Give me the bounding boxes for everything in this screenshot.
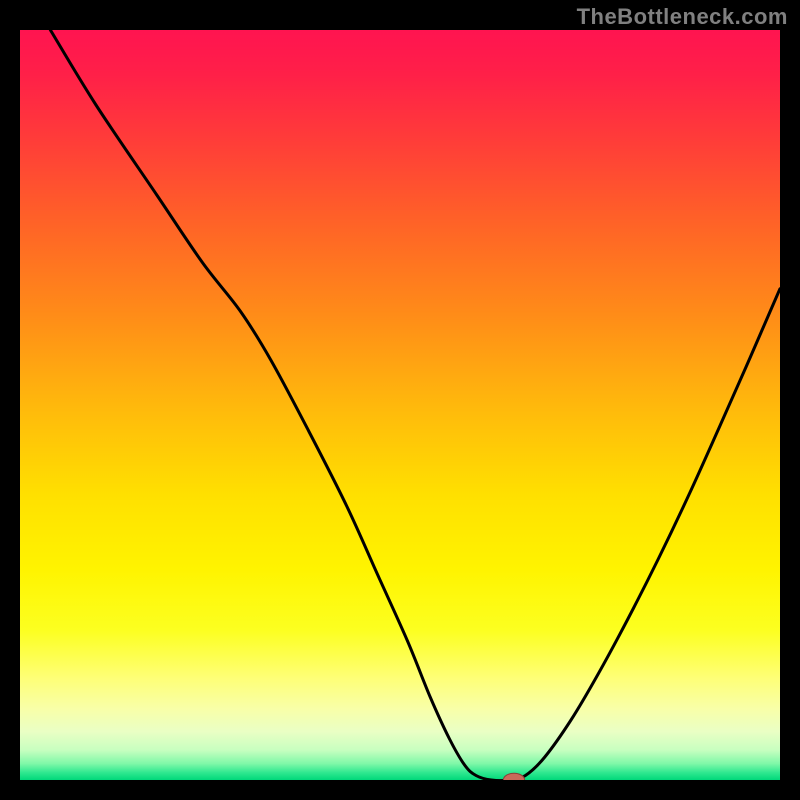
plot-area [20, 30, 780, 780]
watermark-text: TheBottleneck.com [577, 4, 788, 30]
chart-container: TheBottleneck.com [0, 0, 800, 800]
gradient-background [20, 30, 780, 780]
bottleneck-chart [20, 30, 780, 780]
